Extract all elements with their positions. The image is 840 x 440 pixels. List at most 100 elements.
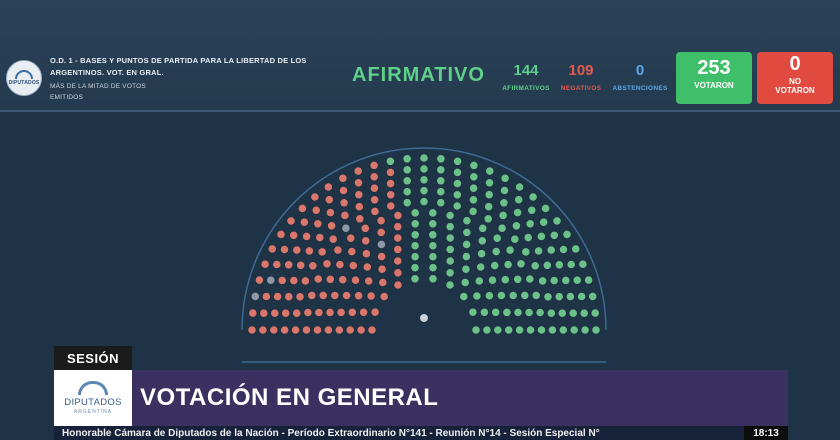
seat <box>339 186 348 195</box>
seat <box>515 325 524 335</box>
seat <box>479 307 489 317</box>
seat <box>476 262 486 272</box>
seat <box>386 190 396 200</box>
seat <box>546 245 556 255</box>
seat <box>491 307 501 317</box>
seat <box>525 274 535 284</box>
seat <box>366 291 376 301</box>
seat <box>537 325 546 335</box>
seat <box>428 263 438 273</box>
seat <box>428 219 438 229</box>
seat <box>376 216 386 226</box>
seat <box>410 219 420 229</box>
section-tag: SESIÓN <box>54 346 132 370</box>
seat <box>445 211 455 220</box>
seat <box>410 230 420 240</box>
seat <box>292 308 302 318</box>
seat <box>445 233 455 243</box>
seat <box>313 274 323 284</box>
seat <box>548 325 557 335</box>
seat <box>419 175 429 185</box>
seat <box>590 308 600 318</box>
abstention-count: 0 ABSTENCIONES <box>610 62 670 92</box>
seat <box>566 292 575 301</box>
seat <box>410 252 420 262</box>
seat <box>393 256 403 266</box>
seat <box>258 325 268 335</box>
seat <box>410 263 420 273</box>
seat <box>342 291 351 300</box>
seat <box>534 246 543 256</box>
seat <box>485 166 495 176</box>
seat <box>362 262 372 272</box>
seat <box>498 210 508 220</box>
seat <box>402 165 412 175</box>
not-voted-label-2: VOTARON <box>775 86 815 95</box>
seat <box>338 173 348 183</box>
seat <box>348 261 358 270</box>
seat <box>513 307 523 317</box>
seat <box>504 325 514 335</box>
seat <box>284 292 294 302</box>
seat <box>323 325 333 335</box>
seat <box>248 308 258 318</box>
seat <box>505 245 515 255</box>
chamber-logo: DIPUTADOS <box>6 60 42 96</box>
seat <box>539 217 549 227</box>
seat <box>461 264 471 274</box>
seat <box>436 187 446 197</box>
seat <box>356 325 366 335</box>
seat <box>304 246 314 256</box>
seat <box>347 307 357 317</box>
negative-count: 109 NEGATIVOS <box>557 62 605 92</box>
seat <box>469 172 479 182</box>
majority-rule: MÁS DE LA MITAD DE VOTOS EMITIDOS <box>50 83 146 101</box>
seat <box>307 290 317 300</box>
seat <box>354 190 364 200</box>
seat <box>491 247 501 256</box>
seat <box>402 198 412 208</box>
seat <box>280 245 289 254</box>
seat <box>341 223 351 233</box>
seat <box>330 291 340 300</box>
seat <box>327 221 336 231</box>
seat <box>428 241 438 251</box>
seat <box>377 252 386 261</box>
seat <box>370 195 379 205</box>
not-voted-label-1: NO <box>789 77 801 86</box>
logo-arc-icon <box>15 70 33 79</box>
seat <box>354 291 363 301</box>
seat <box>478 223 488 233</box>
seat <box>267 244 277 254</box>
seat <box>393 280 403 290</box>
seat <box>525 219 535 229</box>
seat <box>469 183 478 193</box>
seat <box>280 325 290 335</box>
seat <box>445 222 455 232</box>
seat <box>561 275 571 285</box>
seat <box>393 244 403 254</box>
seat <box>299 217 309 227</box>
seat <box>323 182 333 192</box>
seat <box>295 292 305 302</box>
affirmative-value: 144 <box>513 62 539 79</box>
seat <box>338 275 348 285</box>
seat <box>445 244 455 254</box>
seat <box>436 165 446 175</box>
seat <box>250 291 260 301</box>
affirmative-label: AFIRMATIVOS <box>502 85 550 92</box>
seat <box>308 261 318 271</box>
seat <box>472 291 482 301</box>
seat <box>328 234 338 244</box>
voted-label: VOTARON <box>694 81 734 90</box>
seat <box>428 252 438 262</box>
not-voted-box: 0 NO VOTARON <box>757 52 833 104</box>
seat <box>537 231 546 241</box>
seat <box>524 308 534 317</box>
seat <box>445 280 455 290</box>
seat <box>546 308 556 318</box>
seat <box>584 275 593 285</box>
seat <box>452 179 462 188</box>
seat <box>558 325 568 335</box>
seat <box>562 229 572 239</box>
